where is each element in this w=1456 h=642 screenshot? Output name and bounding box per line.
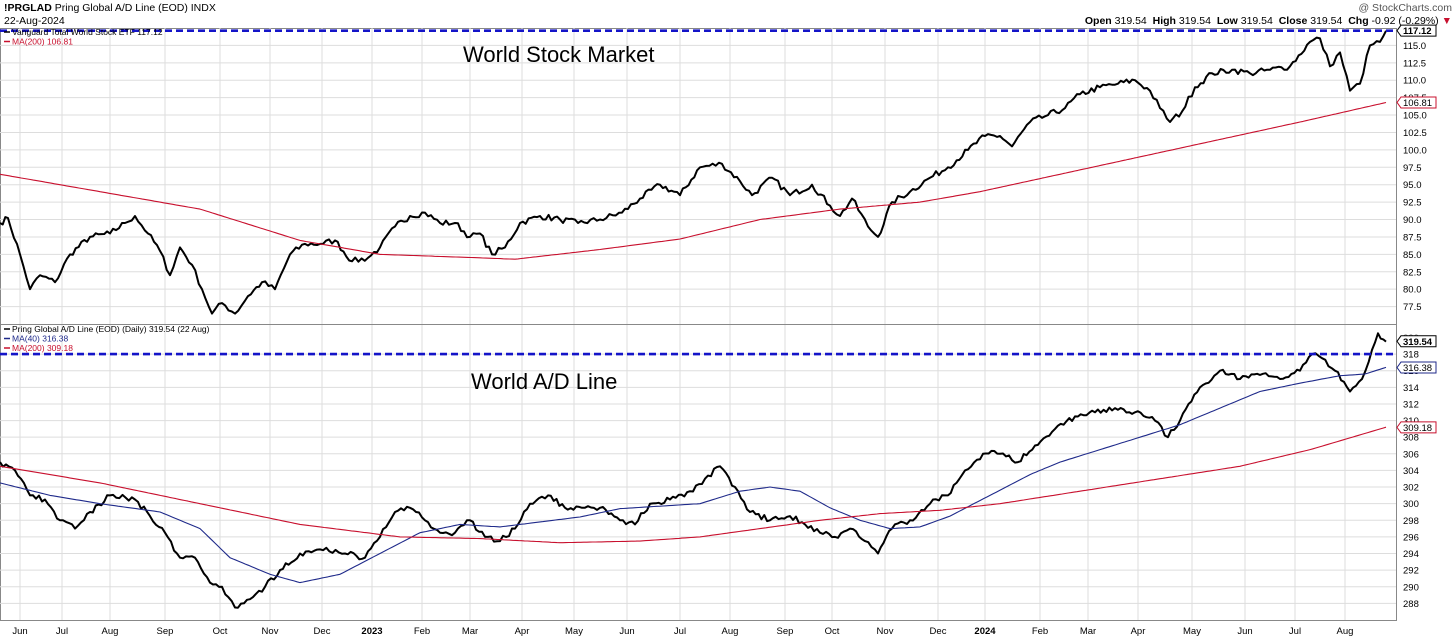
credit: @ StockCharts.com [1358, 2, 1452, 14]
lower-ma200-line [0, 426, 1387, 544]
x-axis-label: Dec [314, 626, 331, 637]
close-value: 319.54 [1310, 15, 1343, 27]
lower-ma200-last-label: 309.18 [1403, 423, 1432, 434]
x-axis-label: Aug [722, 626, 739, 637]
x-axis-label: Jun [619, 626, 634, 637]
x-axis-label: Nov [877, 626, 894, 637]
x-axis-label: Jul [1289, 626, 1301, 637]
upper-y-tick-label: 90.0 [1403, 215, 1422, 226]
x-axis-label: Apr [515, 626, 530, 637]
x-axis-label: Aug [1337, 626, 1354, 637]
lower-y-tick-label: 290 [1403, 582, 1419, 593]
x-axis-label: Aug [102, 626, 119, 637]
x-axis-label: May [565, 626, 583, 637]
ohlc-readout: Open 319.54 High 319.54 Low 319.54 Close… [1085, 15, 1452, 27]
x-axis-label: Sep [157, 626, 174, 637]
lower-ma40-last-label-flag [1396, 361, 1437, 374]
exchange: INDX [190, 2, 216, 14]
upper-y-tick-label: 85.0 [1403, 250, 1422, 261]
lower-ma40-last-label: 316.38 [1403, 363, 1432, 374]
high-value: 319.54 [1178, 15, 1211, 27]
upper-y-tick-label: 95.0 [1403, 180, 1422, 191]
low-value: 319.54 [1240, 15, 1273, 27]
chg-label: Chg [1348, 15, 1369, 27]
x-axis-label: Jun [12, 626, 27, 637]
upper-y-tick-label: 87.5 [1403, 232, 1422, 243]
upper-ma200-line [0, 101, 1387, 260]
upper-y-tick-label: 77.5 [1403, 302, 1422, 313]
lower-y-tick-label: 288 [1403, 599, 1419, 610]
lower-y-tick-label: 296 [1403, 532, 1419, 543]
x-axis-label: Nov [262, 626, 279, 637]
lower-y-tick-label: 294 [1403, 549, 1419, 560]
lower-panel-title: World A/D Line [471, 369, 617, 394]
x-axis-label: Feb [414, 626, 430, 637]
lower-y-tick-label: 302 [1403, 483, 1419, 494]
lower-y-tick-label: 308 [1403, 433, 1419, 444]
x-axis-label: 2024 [974, 626, 996, 637]
close-label: Close [1278, 15, 1308, 27]
x-axis-label: Sep [777, 626, 794, 637]
x-axis-label: 2023 [361, 626, 382, 637]
x-axis-label: Mar [462, 626, 478, 637]
x-axis-label: May [1183, 626, 1201, 637]
upper-y-tick-label: 115.0 [1403, 41, 1426, 52]
down-arrow-icon: ▼ [1441, 15, 1452, 27]
upper-y-tick-label: 100.0 [1403, 145, 1427, 156]
upper-panel-title: World Stock Market [463, 42, 655, 67]
upper-y-tick-label: 97.5 [1403, 163, 1422, 174]
x-axis-label: Apr [1131, 626, 1146, 637]
lower-y-tick-label: 304 [1403, 466, 1419, 477]
upper-last-value-label-flag [1396, 24, 1437, 37]
x-axis-label: Oct [825, 626, 840, 637]
symbol-name: Pring Global A/D Line (EOD) [54, 2, 188, 14]
upper-ma200-last-label-flag [1396, 96, 1437, 109]
lower-y-tick-label: 300 [1403, 499, 1419, 510]
lower-legend-entry: MA(200) 309.18 [12, 343, 73, 353]
x-axis-label: Feb [1032, 626, 1048, 637]
chg-value: -0.92 (-0.29%) [1371, 15, 1439, 27]
lower-y-tick-label: 314 [1403, 383, 1419, 394]
lower-y-tick-label: 312 [1403, 399, 1419, 410]
x-axis-label: Dec [930, 626, 947, 637]
lower-y-tick-label: 306 [1403, 449, 1419, 460]
symbol: !PRGLAD [4, 2, 52, 14]
lower-y-tick-label: 292 [1403, 566, 1419, 577]
upper-y-tick-label: 92.5 [1403, 198, 1422, 209]
chart-header-left: !PRGLAD Pring Global A/D Line (EOD) INDX [4, 2, 216, 14]
lower-last-value-label: 319.54 [1403, 337, 1433, 348]
upper-y-tick-label: 102.5 [1403, 128, 1427, 139]
chart-date: 22-Aug-2024 [4, 15, 65, 27]
upper-y-tick-label: 80.0 [1403, 285, 1422, 296]
open-value: 319.54 [1114, 15, 1147, 27]
lower-y-tick-label: 298 [1403, 516, 1419, 527]
lower-y-tick-label: 318 [1403, 350, 1419, 361]
upper-y-tick-label: 112.5 [1403, 58, 1426, 69]
upper-ma200-last-label: 106.81 [1403, 98, 1432, 109]
x-axis-label: Jul [674, 626, 686, 637]
upper-price-line [0, 30, 1387, 315]
lower-ma200-last-label-flag [1396, 421, 1437, 434]
upper-y-tick-label: 82.5 [1403, 267, 1422, 278]
upper-last-value-label: 117.12 [1403, 26, 1432, 37]
x-axis-label: Jun [1237, 626, 1252, 637]
upper-y-tick-label: 110.0 [1403, 76, 1426, 87]
lower-last-value-label-flag [1396, 335, 1437, 348]
upper-legend-entry: MA(200) 106.81 [12, 37, 73, 47]
lower-ma40-line [0, 366, 1387, 584]
high-label: High [1152, 15, 1176, 27]
lower-legend-entry: Pring Global A/D Line (EOD) (Daily) 319.… [12, 324, 210, 334]
low-label: Low [1216, 15, 1238, 27]
lower-legend-entry: MA(40) 316.38 [12, 334, 68, 344]
upper-y-tick-label: 105.0 [1403, 111, 1427, 122]
x-axis-label: Jul [56, 626, 68, 637]
lower-price-line [0, 332, 1387, 609]
upper-legend-entry: Vanguard Total World Stock ETF 117.12 [12, 27, 163, 37]
x-axis-label: Oct [213, 626, 228, 637]
open-label: Open [1084, 15, 1112, 27]
x-axis-label: Mar [1080, 626, 1096, 637]
